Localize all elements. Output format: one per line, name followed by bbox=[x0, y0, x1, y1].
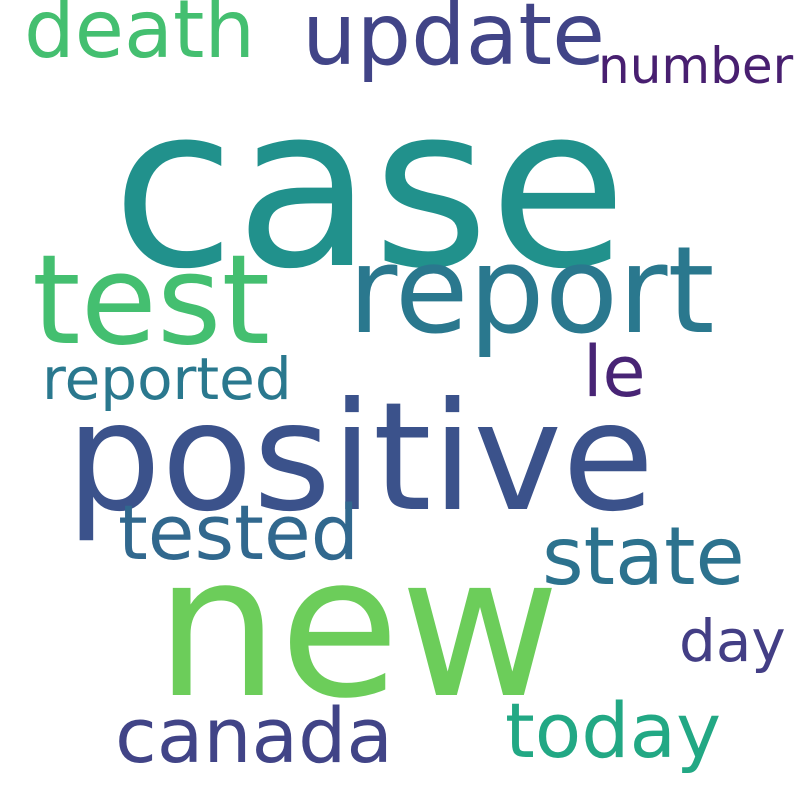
word-test: test bbox=[32, 229, 271, 373]
word-reported: reported bbox=[42, 345, 292, 413]
word-day: day bbox=[679, 607, 786, 675]
word-positive: positive bbox=[66, 371, 655, 545]
word-number: number bbox=[598, 37, 794, 95]
word-state: state bbox=[542, 510, 745, 603]
word-case: case bbox=[112, 57, 627, 318]
word-le: le bbox=[583, 331, 646, 413]
word-death: death bbox=[24, 0, 256, 76]
word-tested: tested bbox=[118, 488, 359, 577]
word-update: update bbox=[302, 0, 606, 85]
word-new: new bbox=[155, 514, 561, 742]
word-canada: canada bbox=[115, 691, 393, 780]
word-report: report bbox=[348, 222, 715, 361]
word-today: today bbox=[505, 686, 722, 775]
